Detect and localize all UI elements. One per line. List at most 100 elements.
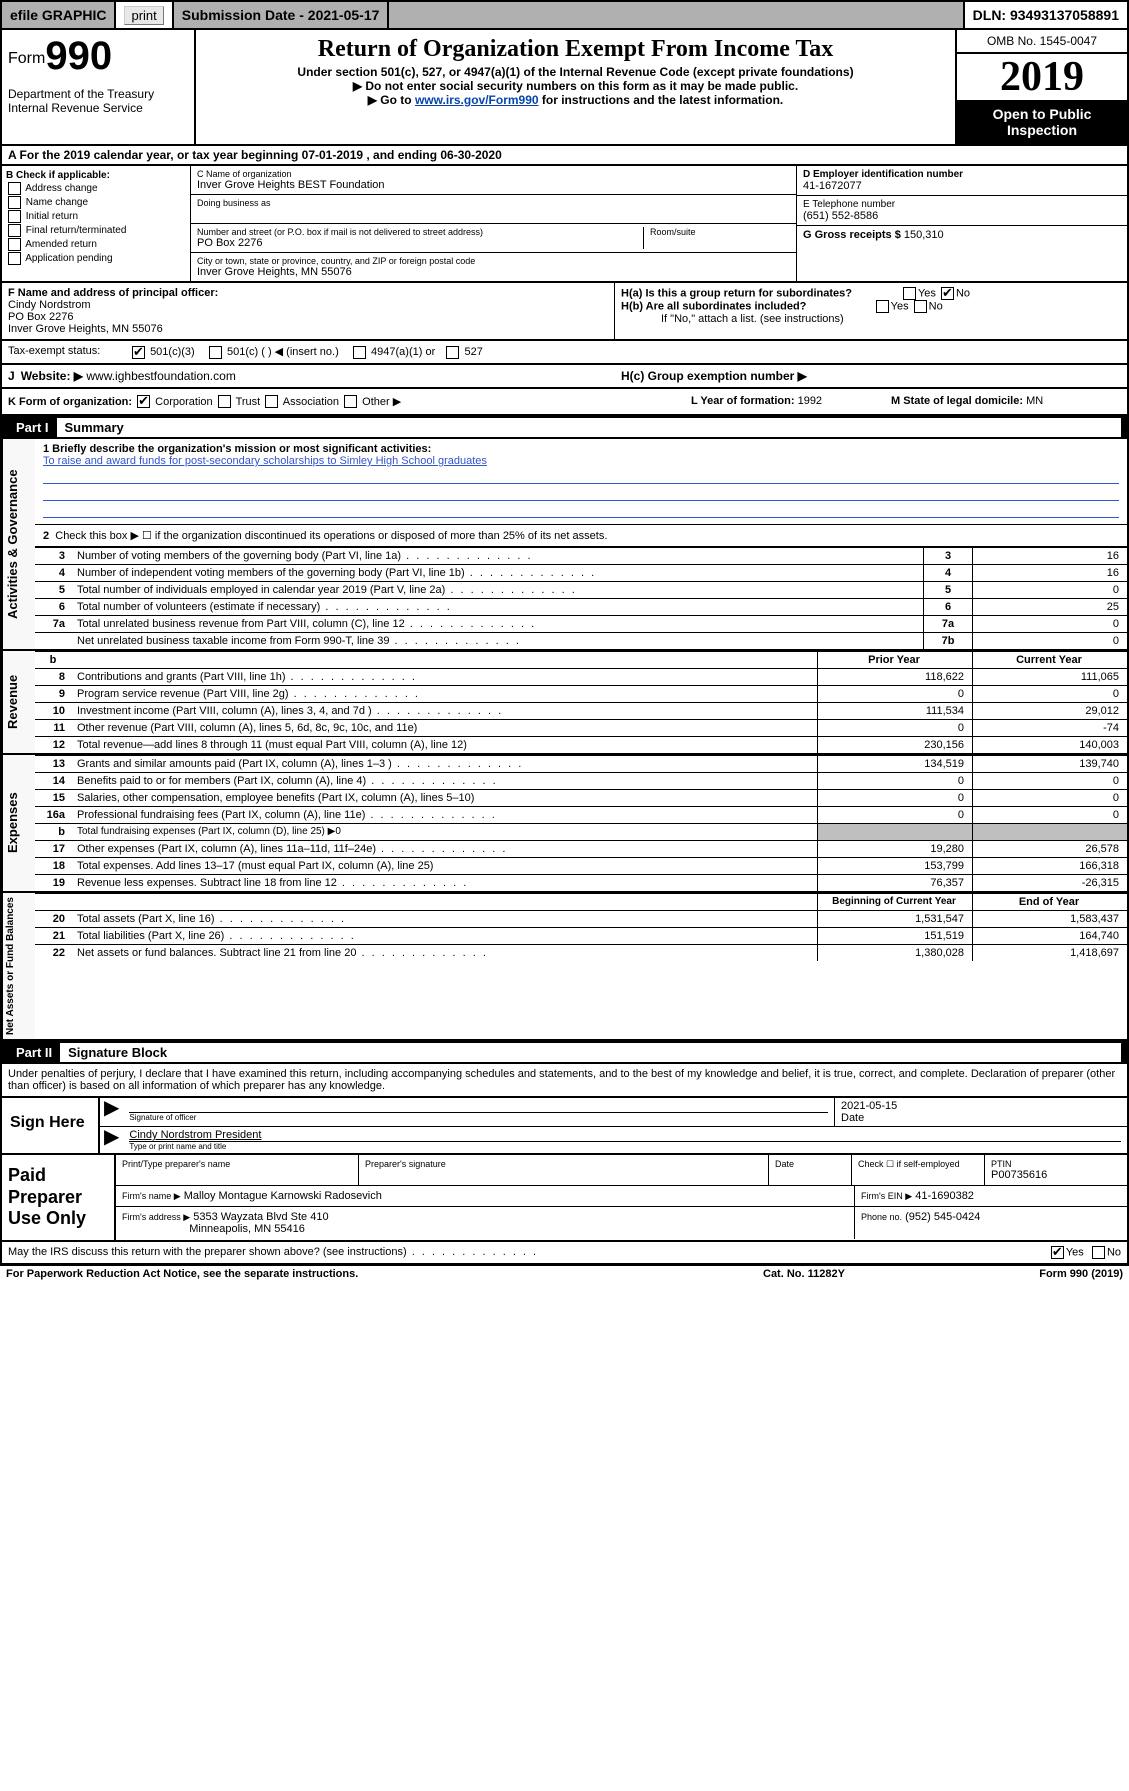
paperwork-notice: For Paperwork Reduction Act Notice, see … [6,1268,763,1280]
tax-year: 2019 [957,54,1127,100]
governance-section: Activities & Governance 1 Briefly descri… [0,439,1129,651]
cat-no: Cat. No. 11282Y [763,1268,963,1280]
firm-phone: (952) 545-0424 [905,1211,980,1223]
table-row: 22Net assets or fund balances. Subtract … [35,945,1127,962]
header-left: Form990 Department of the Treasury Inter… [2,30,196,144]
form-number: Form990 [8,34,188,79]
form-header: Form990 Department of the Treasury Inter… [0,30,1129,146]
fgh-row: F Name and address of principal officer:… [0,283,1129,341]
vtab-revenue: Revenue [2,651,35,753]
cb-corp[interactable] [137,395,150,408]
name-title-field: Cindy Nordstrom President Type or print … [123,1127,1127,1153]
pp-row-1: Print/Type preparer's name Preparer's si… [116,1155,1127,1186]
discuss-no[interactable] [1092,1246,1105,1259]
form-subtitle: Under section 501(c), 527, or 4947(a)(1)… [202,65,949,79]
cb-501c3[interactable] [132,346,145,359]
paid-preparer: Paid Preparer Use Only Print/Type prepar… [0,1155,1129,1242]
table-row: 21Total liabilities (Part X, line 26)151… [35,928,1127,945]
table-row: Net unrelated business taxable income fr… [35,633,1127,650]
col-c: C Name of organization Inver Grove Heigh… [191,166,796,281]
table-row: 8Contributions and grants (Part VIII, li… [35,669,1127,686]
table-row: 20Total assets (Part X, line 16)1,531,54… [35,911,1127,928]
ha-no[interactable] [941,287,954,300]
table-header: bPrior YearCurrent Year [35,652,1127,669]
table-row: bTotal fundraising expenses (Part IX, co… [35,824,1127,841]
table-row: 9Program service revenue (Part VIII, lin… [35,686,1127,703]
cb-trust[interactable] [218,395,231,408]
org-name: Inver Grove Heights BEST Foundation [197,179,790,191]
table-row: 15Salaries, other compensation, employee… [35,790,1127,807]
ein-row: D Employer identification number 41-1672… [797,166,1127,196]
col-d: D Employer identification number 41-1672… [796,166,1127,281]
discuss-row: May the IRS discuss this return with the… [0,1242,1129,1265]
state-domicile: M State of legal domicile: MN [891,395,1121,407]
footer: For Paperwork Reduction Act Notice, see … [0,1265,1129,1282]
table-row: 11Other revenue (Part VIII, column (A), … [35,720,1127,737]
section-bcd: B Check if applicable: Address change Na… [0,166,1129,283]
netassets-table: Beginning of Current YearEnd of Year 20T… [35,893,1127,961]
table-row: 12Total revenue—add lines 8 through 11 (… [35,737,1127,754]
note-goto: ▶ Go to www.irs.gov/Form990 for instruct… [202,93,949,107]
firm-name: Malloy Montague Karnowski Radosevich [184,1190,382,1202]
cb-501c[interactable] [209,346,222,359]
table-row: 16aProfessional fundraising fees (Part I… [35,807,1127,824]
cb-address-change[interactable]: Address change [6,182,186,195]
note-ssn: ▶ Do not enter social security numbers o… [202,79,949,93]
principal-officer: F Name and address of principal officer:… [2,283,614,339]
website-url: www.ighbestfoundation.com [86,369,235,383]
pp-row-3: Firm's address ▶ 5353 Wayzata Blvd Ste 4… [116,1207,1127,1239]
col-b-checkboxes: B Check if applicable: Address change Na… [2,166,191,281]
table-row: 3Number of voting members of the governi… [35,548,1127,565]
pp-row-2: Firm's name ▶ Malloy Montague Karnowski … [116,1186,1127,1207]
submission-date: Submission Date - 2021-05-17 [174,2,390,28]
revenue-section: Revenue bPrior YearCurrent Year 8Contrib… [0,651,1129,755]
cb-527[interactable] [446,346,459,359]
table-row: 13Grants and similar amounts paid (Part … [35,756,1127,773]
ptin: P00735616 [991,1169,1121,1181]
form-title: Return of Organization Exempt From Incom… [202,36,949,63]
vtab-netassets: Net Assets or Fund Balances [2,893,35,1039]
cb-app-pending[interactable]: Application pending [6,252,186,265]
print-button[interactable]: print [124,6,163,25]
org-city: Inver Grove Heights, MN 55076 [197,266,790,278]
cb-4947[interactable] [353,346,366,359]
cb-initial-return[interactable]: Initial return [6,210,186,223]
vtab-expenses: Expenses [2,755,35,891]
hc-group-exemption: H(c) Group exemption number ▶ [621,369,1121,383]
table-row: 18Total expenses. Add lines 13–17 (must … [35,858,1127,875]
discuss-yes[interactable] [1051,1246,1064,1259]
cb-amended[interactable]: Amended return [6,238,186,251]
line2-box: 2 Check this box ▶ ☐ if the organization… [35,525,1127,547]
table-row: 14Benefits paid to or for members (Part … [35,773,1127,790]
cb-name-change[interactable]: Name change [6,196,186,209]
org-name-row: C Name of organization Inver Grove Heigh… [191,166,796,195]
cb-assoc[interactable] [265,395,278,408]
form-of-org: K Form of organization: Corporation Trus… [8,395,691,409]
part-i-header: Part I Summary [0,416,1129,439]
hb-no[interactable] [914,300,927,313]
revenue-table: bPrior YearCurrent Year 8Contributions a… [35,651,1127,753]
hb-yes[interactable] [876,300,889,313]
org-address: PO Box 2276 [197,237,643,249]
mission-text: To raise and award funds for post-second… [43,455,1119,467]
vtab-governance: Activities & Governance [2,439,35,649]
website-row: J Website: ▶ www.ighbestfoundation.com H… [0,365,1129,389]
print-cell: print [116,2,173,28]
irs-link[interactable]: www.irs.gov/Form990 [415,93,539,107]
table-row: 6Total number of volunteers (estimate if… [35,599,1127,616]
dept-label: Department of the Treasury Internal Reve… [8,87,188,115]
expenses-table: 13Grants and similar amounts paid (Part … [35,755,1127,891]
header-center: Return of Organization Exempt From Incom… [196,30,955,144]
cb-final-return[interactable]: Final return/terminated [6,224,186,237]
cb-other[interactable] [344,395,357,408]
table-row: 5Total number of individuals employed in… [35,582,1127,599]
phone-row: E Telephone number (651) 552-8586 [797,196,1127,226]
ha-yes[interactable] [903,287,916,300]
table-row: 7aTotal unrelated business revenue from … [35,616,1127,633]
arrow-icon: ▶ [100,1127,123,1153]
sign-date: 2021-05-15 Date [834,1098,1127,1126]
phone-value: (651) 552-8586 [803,210,1121,222]
table-row: 4Number of independent voting members of… [35,565,1127,582]
top-bar: efile GRAPHIC print Submission Date - 20… [0,0,1129,30]
mission-box: 1 Briefly describe the organization's mi… [35,439,1127,525]
